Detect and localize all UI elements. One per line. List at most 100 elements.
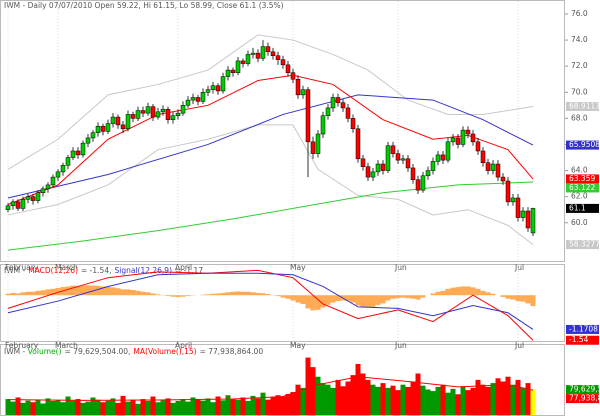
candle-body — [210, 85, 216, 90]
histogram-bar — [20, 292, 26, 296]
volume-bar — [350, 375, 356, 415]
volume-ma-line — [7, 376, 534, 401]
y-tick-label: 72.0 — [571, 61, 588, 70]
volume-bar — [505, 376, 511, 415]
volume-bar — [515, 379, 521, 415]
candle-body — [230, 69, 236, 73]
candle-body — [15, 201, 21, 209]
histogram-bar — [85, 285, 91, 296]
overlay-line — [7, 94, 534, 199]
volume-bar — [30, 402, 36, 415]
candle-body — [260, 46, 266, 59]
month-label: Jul — [514, 341, 524, 350]
candle-body — [515, 197, 521, 218]
candle-body — [110, 116, 116, 124]
histogram-bar — [430, 293, 436, 296]
end-label-box — [566, 183, 599, 193]
candle-body — [135, 110, 141, 119]
histogram-bar — [125, 289, 131, 296]
volume-bar — [285, 393, 291, 415]
price-title: IWM - Daily 07/07/2010 Open 59.22, Hi 61… — [4, 1, 284, 10]
histogram-bar — [95, 285, 101, 296]
histogram-bar — [350, 295, 356, 303]
candle-body — [175, 112, 181, 117]
volume-bar — [5, 399, 11, 415]
candle-body — [180, 105, 186, 114]
histogram-bar — [255, 292, 261, 296]
histogram-bar — [110, 287, 116, 296]
header-part: = 79,629,504.00, — [65, 347, 131, 356]
volume-bar — [520, 387, 526, 415]
histogram-bar — [80, 285, 86, 296]
volume-bar — [335, 379, 341, 415]
end-label-box — [566, 385, 599, 395]
candle-body — [85, 137, 91, 144]
header-part: MACD(12,26) — [28, 266, 78, 275]
volume-bar — [15, 397, 21, 415]
candle-body — [330, 97, 336, 109]
volume-bar — [420, 385, 426, 415]
candle-body — [470, 133, 476, 143]
histogram-bar — [405, 295, 411, 299]
volume-bar — [250, 395, 256, 415]
end-label-text: 65.9508 — [569, 140, 600, 149]
candle-body — [445, 141, 451, 161]
volume-bar — [10, 401, 16, 415]
candle-body — [465, 129, 471, 135]
candle-body — [170, 115, 176, 120]
histogram-bar — [30, 291, 36, 296]
histogram-bar — [5, 293, 11, 296]
volume-bar — [380, 383, 386, 415]
end-label-box — [566, 174, 599, 184]
histogram-bar — [205, 294, 211, 296]
candle-body — [440, 154, 446, 161]
candle-body — [500, 176, 506, 182]
candle-body — [275, 55, 281, 60]
volume-bar — [385, 387, 391, 415]
histogram-bar — [145, 292, 151, 296]
candle-body — [475, 141, 481, 152]
histogram-bar — [360, 295, 366, 307]
candle-body — [155, 111, 161, 118]
histogram-bar — [455, 287, 461, 296]
candle-body — [450, 137, 456, 143]
histogram-bar — [345, 295, 351, 302]
histogram-bar — [260, 293, 266, 296]
histogram-bar — [420, 295, 426, 298]
histogram-bar — [500, 295, 506, 297]
volume-bar — [290, 392, 296, 415]
volume-bar — [400, 384, 406, 415]
histogram-bar — [45, 289, 51, 296]
y-tick-label: 60.0 — [571, 218, 588, 227]
end-label: 63.359 — [566, 174, 599, 184]
end-label-box — [566, 394, 599, 404]
candle-body — [485, 162, 491, 171]
histogram-bar — [265, 294, 271, 296]
candle-body — [140, 110, 146, 114]
histogram-bar — [175, 295, 181, 297]
volume-bar — [275, 395, 281, 415]
histogram-bar — [220, 292, 226, 296]
month-label: Jun — [394, 341, 407, 350]
volume-bar — [140, 399, 146, 415]
end-label-text: 68.9113 — [569, 101, 600, 110]
candle-body — [390, 145, 396, 154]
volume-bar — [165, 398, 171, 415]
candle-body — [25, 196, 31, 200]
volume-bar — [490, 383, 496, 415]
volume-bar — [65, 396, 71, 415]
end-label: -1.54 — [566, 335, 599, 345]
candle-body — [60, 165, 66, 173]
candle-body — [30, 196, 36, 201]
candle-body — [150, 106, 156, 118]
candle-body — [335, 97, 341, 103]
y-tick-label: 64.0 — [571, 166, 588, 175]
candle-body — [505, 180, 511, 203]
histogram-bar — [155, 294, 161, 296]
candle-body — [200, 92, 206, 102]
candle-body — [195, 97, 201, 102]
histogram-bar — [235, 291, 241, 296]
candle-body — [510, 197, 516, 203]
histogram-bar — [230, 291, 236, 296]
